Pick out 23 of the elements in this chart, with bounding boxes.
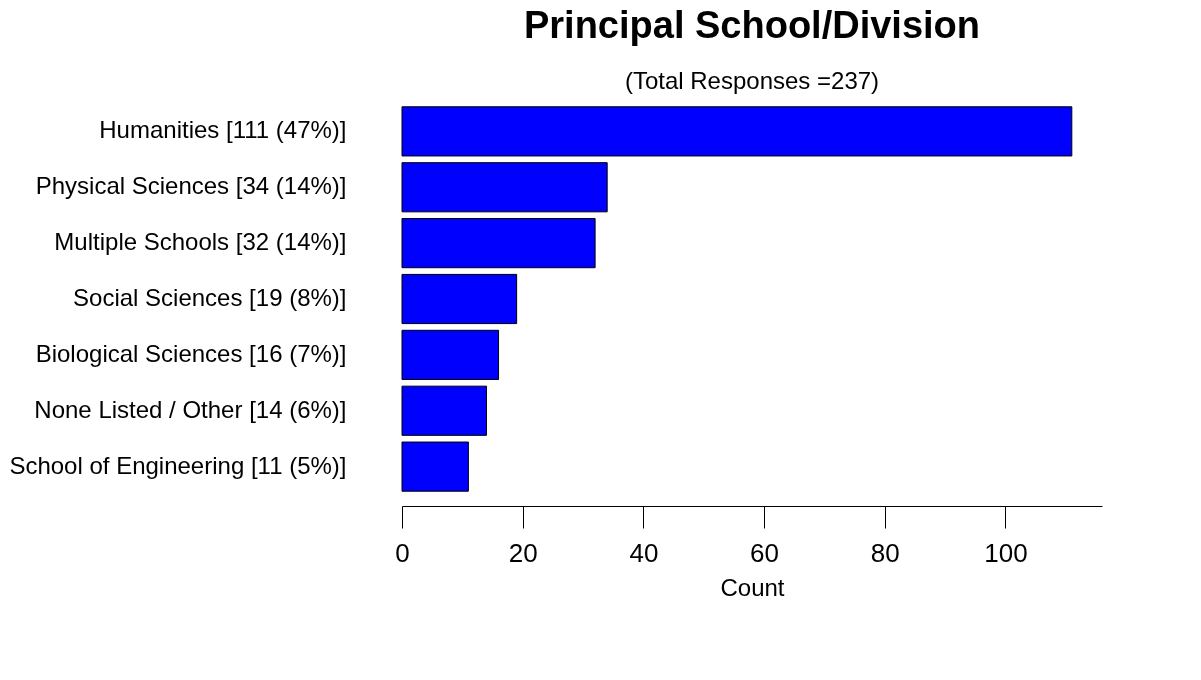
bar — [401, 218, 596, 269]
bar — [401, 385, 487, 436]
x-tick-label: 40 — [629, 537, 659, 568]
x-tick-label: 20 — [508, 537, 538, 568]
y-tick-label: Multiple Schools [32 (14%)] — [54, 228, 347, 256]
chart-title: Principal School/Division — [523, 4, 981, 46]
bar — [401, 106, 1073, 157]
y-tick-label: Physical Sciences [34 (14%)] — [35, 172, 347, 200]
x-tick-label: 100 — [984, 537, 1028, 568]
chart-subtitle: (Total Responses =237) — [624, 67, 880, 94]
bar — [401, 441, 469, 492]
x-tick-label: 80 — [870, 537, 900, 568]
bar — [401, 329, 500, 380]
y-tick-label: School of Engineering [11 (5%)] — [9, 451, 347, 479]
y-tick-label: Humanities [111 (47%)] — [99, 116, 347, 144]
x-tick-label: 60 — [750, 537, 780, 568]
bar — [401, 162, 608, 213]
x-axis-title: Count — [720, 573, 785, 601]
bar — [401, 273, 518, 325]
y-tick-label: None Listed / Other [14 (6%)] — [34, 395, 347, 423]
y-tick-label: Biological Sciences [16 (7%)] — [35, 339, 347, 367]
y-tick-label: Social Sciences [19 (8%)] — [73, 284, 347, 311]
x-tick-label: 0 — [395, 537, 410, 568]
